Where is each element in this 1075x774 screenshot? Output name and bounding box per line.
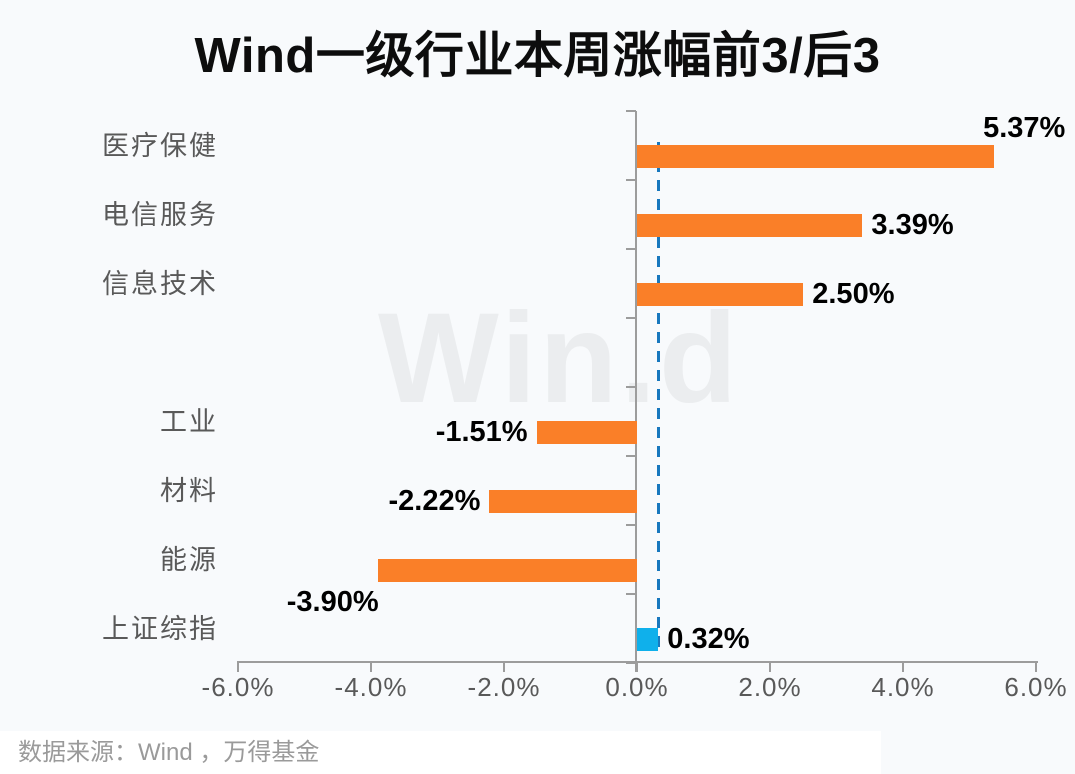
wind-watermark: Win.d (378, 287, 741, 430)
chart-title: Wind一级行业本周涨幅前3/后3 (194, 29, 881, 83)
y-axis-tick (626, 455, 636, 457)
data-source-text: 数据来源：Wind ，万得基金 (18, 739, 320, 766)
x-tick-label: 0.0% (605, 672, 669, 702)
x-axis-tick (769, 662, 771, 672)
category-label: 上证综指 (102, 613, 218, 644)
bar (637, 144, 995, 168)
bar-value-label: -1.51% (435, 416, 528, 448)
x-axis-tick (902, 662, 904, 672)
bar-value-label: 2.50% (812, 278, 895, 310)
y-axis-tick (626, 662, 636, 664)
bar (637, 627, 659, 651)
y-axis-tick (626, 524, 636, 526)
bar-value-label: 0.32% (667, 623, 750, 655)
bar-value-label: 5.37% (983, 112, 1066, 144)
x-axis-tick (237, 662, 239, 672)
x-tick-label: 6.0% (1004, 672, 1068, 702)
x-tick-label: -6.0% (201, 672, 275, 702)
bar (489, 489, 637, 513)
category-label: 电信服务 (102, 199, 218, 230)
y-axis-tick (626, 248, 636, 250)
x-tick-label: 4.0% (871, 672, 935, 702)
y-axis-zero-line (635, 111, 637, 672)
x-axis-tick (636, 662, 638, 672)
y-axis-tick (626, 593, 636, 595)
y-axis-tick (626, 110, 636, 112)
bar (637, 213, 863, 237)
y-axis-tick (626, 386, 636, 388)
bar-value-label: 3.39% (871, 209, 954, 241)
x-tick-label: -4.0% (334, 672, 408, 702)
category-label: 材料 (160, 475, 218, 506)
category-label: 工业 (160, 406, 218, 437)
x-tick-label: -2.0% (467, 672, 541, 702)
benchmark-dashed-line (657, 142, 660, 650)
category-label: 信息技术 (102, 268, 218, 299)
bar (377, 558, 637, 582)
y-axis-tick (626, 317, 636, 319)
x-tick-label: 2.0% (738, 672, 802, 702)
bar-value-label: -3.90% (286, 586, 379, 618)
category-label: 医疗保健 (102, 130, 218, 161)
bar (637, 282, 804, 306)
x-axis-tick (370, 662, 372, 672)
x-axis-tick (503, 662, 505, 672)
bar (536, 420, 637, 444)
x-axis-tick (1035, 662, 1037, 672)
footer-band: 数据来源：Wind ，万得基金 (0, 731, 881, 774)
bar-value-label: -2.22% (388, 485, 481, 517)
y-axis-tick (626, 179, 636, 181)
category-label: 能源 (160, 544, 218, 575)
